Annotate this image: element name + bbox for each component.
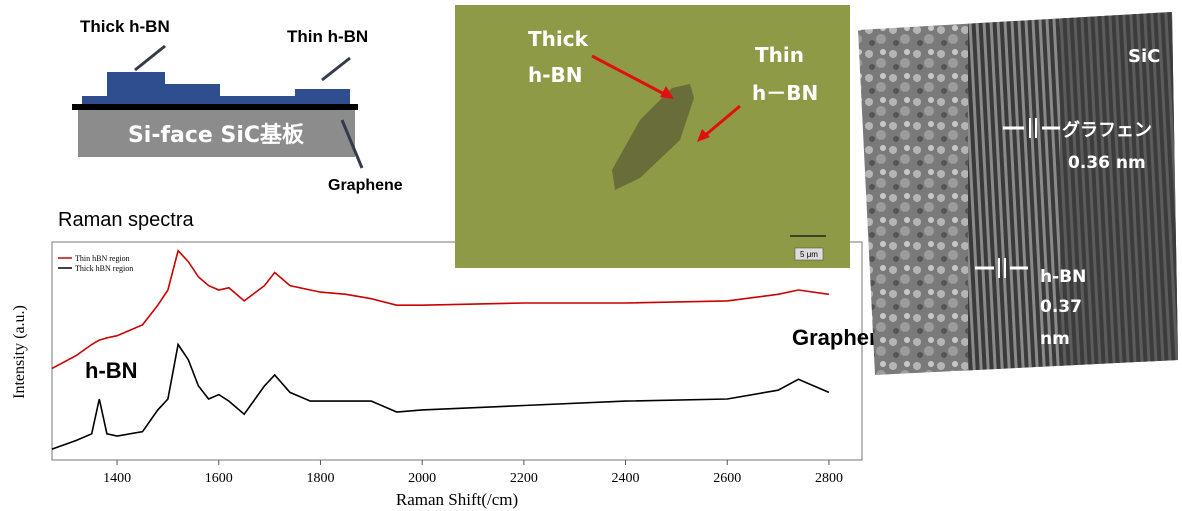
legend-label: Thin hBN region [75,254,130,263]
hbn-layer [82,96,350,104]
hbn-label: h-BN [1040,267,1086,287]
arrow [591,54,669,98]
sic-label: SiC [1128,46,1160,67]
graphene-label: グラフェン [1062,119,1152,141]
tem-sic [1060,12,1178,375]
arrowhead [660,86,674,99]
thick-label: Thick [528,27,589,51]
x-tick-label: 1400 [103,471,131,486]
y-axis-label: Intensity (a.u.) [11,305,28,399]
scale-box [794,247,824,261]
x-tick-label: 1600 [205,471,233,486]
hbn-unit: nm [1040,329,1070,349]
thin-hbn [295,89,350,96]
annotation: h-BN [85,358,138,383]
thick-hbn-step [165,84,220,96]
legend-label: Thick hBN region [75,264,133,273]
graphene-spacing: 0.36 nm [1068,153,1146,173]
plot-frame [51,241,863,461]
hbn-spacing: 0.37 [1040,297,1082,317]
arrowhead [697,129,710,142]
substrate [78,110,355,157]
x-tick-label: 2400 [612,471,640,486]
arrow [134,44,166,72]
x-tick-label: 2600 [713,471,741,486]
chart-title: Raman spectra [58,209,194,231]
substrate-label: Si-face SiC基板 [128,123,305,148]
arrow [340,119,364,169]
graphene-label: Graphene [328,177,403,194]
x-axis-label: Raman Shift(/cm) [396,490,518,509]
arrow [321,56,351,82]
arrow [701,104,741,140]
thin-label: h－BN [752,81,818,105]
series-line [51,249,830,370]
thick-hbn [107,72,165,96]
thin-label: Thin [755,43,804,67]
x-tick-label: 2000 [408,471,436,486]
series-line [51,342,830,450]
thick-label: h-BN [528,63,583,87]
thin-label: Thin h-BN [287,27,368,46]
x-tick-label: 1800 [306,471,334,486]
x-tick-label: 2200 [510,471,538,486]
tem-image: SiC グラフェン 0.36 nm h-BN 0.37 nm [858,12,1178,375]
flake [612,84,694,190]
scale-label: 5 μm [800,250,818,259]
thick-label: Thick h-BN [80,17,170,36]
micrograph: Thick h-BN Thin h－BN 5 μm [455,5,850,268]
x-tick-label: 2800 [815,471,843,486]
raman-chart: Raman spectra Raman Shift(/cm) Intensity… [11,209,895,509]
schematic: Si-face SiC基板 Thick h-BN Thin h-BN Graph… [72,17,403,194]
graphene-layer [72,104,358,110]
